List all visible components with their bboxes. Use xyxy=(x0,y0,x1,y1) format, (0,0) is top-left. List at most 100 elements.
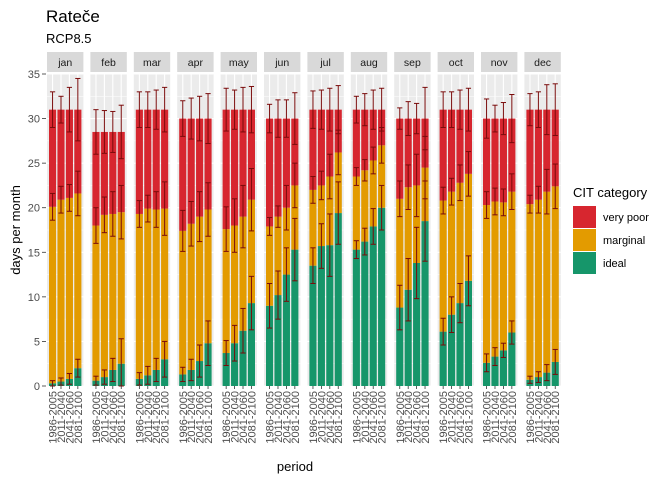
bar-segment-marginal xyxy=(266,226,274,306)
bar-segment-marginal xyxy=(231,225,239,344)
bar-segment-ideal xyxy=(291,249,299,386)
bar-segment-very-poor xyxy=(317,109,325,186)
errorbar-marginal xyxy=(414,153,420,218)
x-tick-label: 2041-2060 xyxy=(325,391,337,444)
x-tick-label: 2041-2060 xyxy=(151,391,163,444)
bar-segment-ideal xyxy=(309,265,317,386)
bar-segment-very-poor xyxy=(49,109,57,207)
bar-segment-very-poor xyxy=(204,118,212,210)
errorbar-ideal xyxy=(188,358,194,382)
errorbar-ideal xyxy=(362,227,368,256)
x-tick-label: 1986-2005 xyxy=(395,391,407,444)
legend-key-ideal xyxy=(573,252,596,274)
errorbar-ideal xyxy=(414,226,420,300)
chart-title: Rateče xyxy=(46,7,100,26)
bar-segment-marginal xyxy=(499,202,507,351)
errorbar-ideal xyxy=(310,247,316,284)
errorbar-ideal xyxy=(440,317,446,346)
errorbar-ideal xyxy=(283,247,290,302)
facet-strip xyxy=(90,52,127,72)
x-tick-label: 2041-2060 xyxy=(108,391,120,444)
bar-segment-marginal xyxy=(543,191,551,373)
x-tick-label: 2041-2060 xyxy=(281,391,293,444)
bar-segment-very-poor xyxy=(196,118,204,217)
errorbar-ideal xyxy=(93,375,99,386)
x-tick-label: 2011-2040 xyxy=(99,391,111,443)
errorbar-very-poor xyxy=(483,98,490,139)
bar-segment-very-poor xyxy=(247,109,255,200)
errorbar-marginal xyxy=(248,167,255,232)
bar-segment-very-poor xyxy=(448,109,456,192)
bar-segment-ideal xyxy=(352,249,360,386)
errorbar-very-poor xyxy=(448,91,455,128)
bar-segment-very-poor xyxy=(239,109,247,217)
errorbar-ideal xyxy=(145,365,151,385)
errorbar-very-poor xyxy=(223,87,229,132)
errorbar-very-poor xyxy=(162,86,168,133)
bar-segment-marginal xyxy=(491,201,499,357)
facet-strip-label: jul xyxy=(319,57,331,69)
errorbar-very-poor xyxy=(327,87,333,132)
bar-segment-marginal xyxy=(526,204,534,380)
bar-segment-marginal xyxy=(291,185,299,250)
bar-segment-very-poor xyxy=(152,109,160,210)
x-tick-label: 1986-2005 xyxy=(525,391,537,444)
errorbar-very-poor xyxy=(492,104,498,133)
errorbar-ideal xyxy=(101,369,107,385)
bar-segment-very-poor xyxy=(291,118,299,186)
legend-label-very-poor: very poor xyxy=(603,212,649,224)
bar-segment-marginal xyxy=(326,176,334,246)
y-tick-label: 10 xyxy=(28,292,40,304)
errorbar-ideal xyxy=(552,348,558,375)
bar-segment-very-poor xyxy=(266,118,274,227)
bar-segment-very-poor xyxy=(508,118,516,192)
errorbar-very-poor xyxy=(292,92,298,145)
bar-segment-ideal xyxy=(247,303,255,386)
errorbar-very-poor xyxy=(552,83,558,137)
errorbar-ideal xyxy=(335,181,341,245)
bar-segment-ideal xyxy=(491,356,499,386)
errorbar-ideal xyxy=(483,353,490,373)
y-tick-label: 25 xyxy=(28,158,40,170)
x-tick-label: 2011-2040 xyxy=(273,391,285,443)
errorbar-marginal xyxy=(66,184,73,212)
bar-segment-marginal xyxy=(456,182,464,304)
errorbar-marginal xyxy=(527,194,533,214)
errorbar-marginal xyxy=(483,191,490,219)
bar-segment-very-poor xyxy=(179,118,187,231)
errorbar-marginal xyxy=(240,184,246,249)
y-tick-label: 0 xyxy=(34,381,40,393)
legend-key-very-poor xyxy=(573,206,596,228)
errorbar-ideal xyxy=(544,364,550,382)
bar-segment-marginal xyxy=(117,212,125,364)
facet-strip-label: feb xyxy=(101,57,116,69)
bar-segment-very-poor xyxy=(161,109,169,209)
x-axis-label: period xyxy=(277,459,313,474)
facet-strip-label: may xyxy=(229,57,250,69)
x-tick-label: 2081-2100 xyxy=(290,391,302,444)
x-tick-label: 1986-2005 xyxy=(308,391,320,444)
errorbar-ideal xyxy=(248,275,255,331)
facet-strip-label: jan xyxy=(57,57,72,69)
bar-segment-very-poor xyxy=(413,118,421,186)
errorbar-ideal xyxy=(527,375,533,384)
bar-segment-marginal xyxy=(508,191,516,333)
errorbar-marginal xyxy=(49,192,56,221)
errorbar-very-poor xyxy=(405,101,411,137)
errorbar-ideal xyxy=(492,347,498,366)
bar-segment-very-poor xyxy=(282,118,290,208)
errorbar-very-poor xyxy=(509,94,515,144)
facet-strip-label: jun xyxy=(274,57,289,69)
y-tick-label: 15 xyxy=(28,247,40,259)
errorbar-very-poor xyxy=(283,99,290,138)
bar-segment-marginal xyxy=(361,170,369,242)
bar-segment-very-poor xyxy=(231,109,239,226)
errorbar-marginal xyxy=(544,168,550,215)
x-tick-label: 2081-2100 xyxy=(246,391,258,444)
errorbar-very-poor xyxy=(535,91,541,128)
